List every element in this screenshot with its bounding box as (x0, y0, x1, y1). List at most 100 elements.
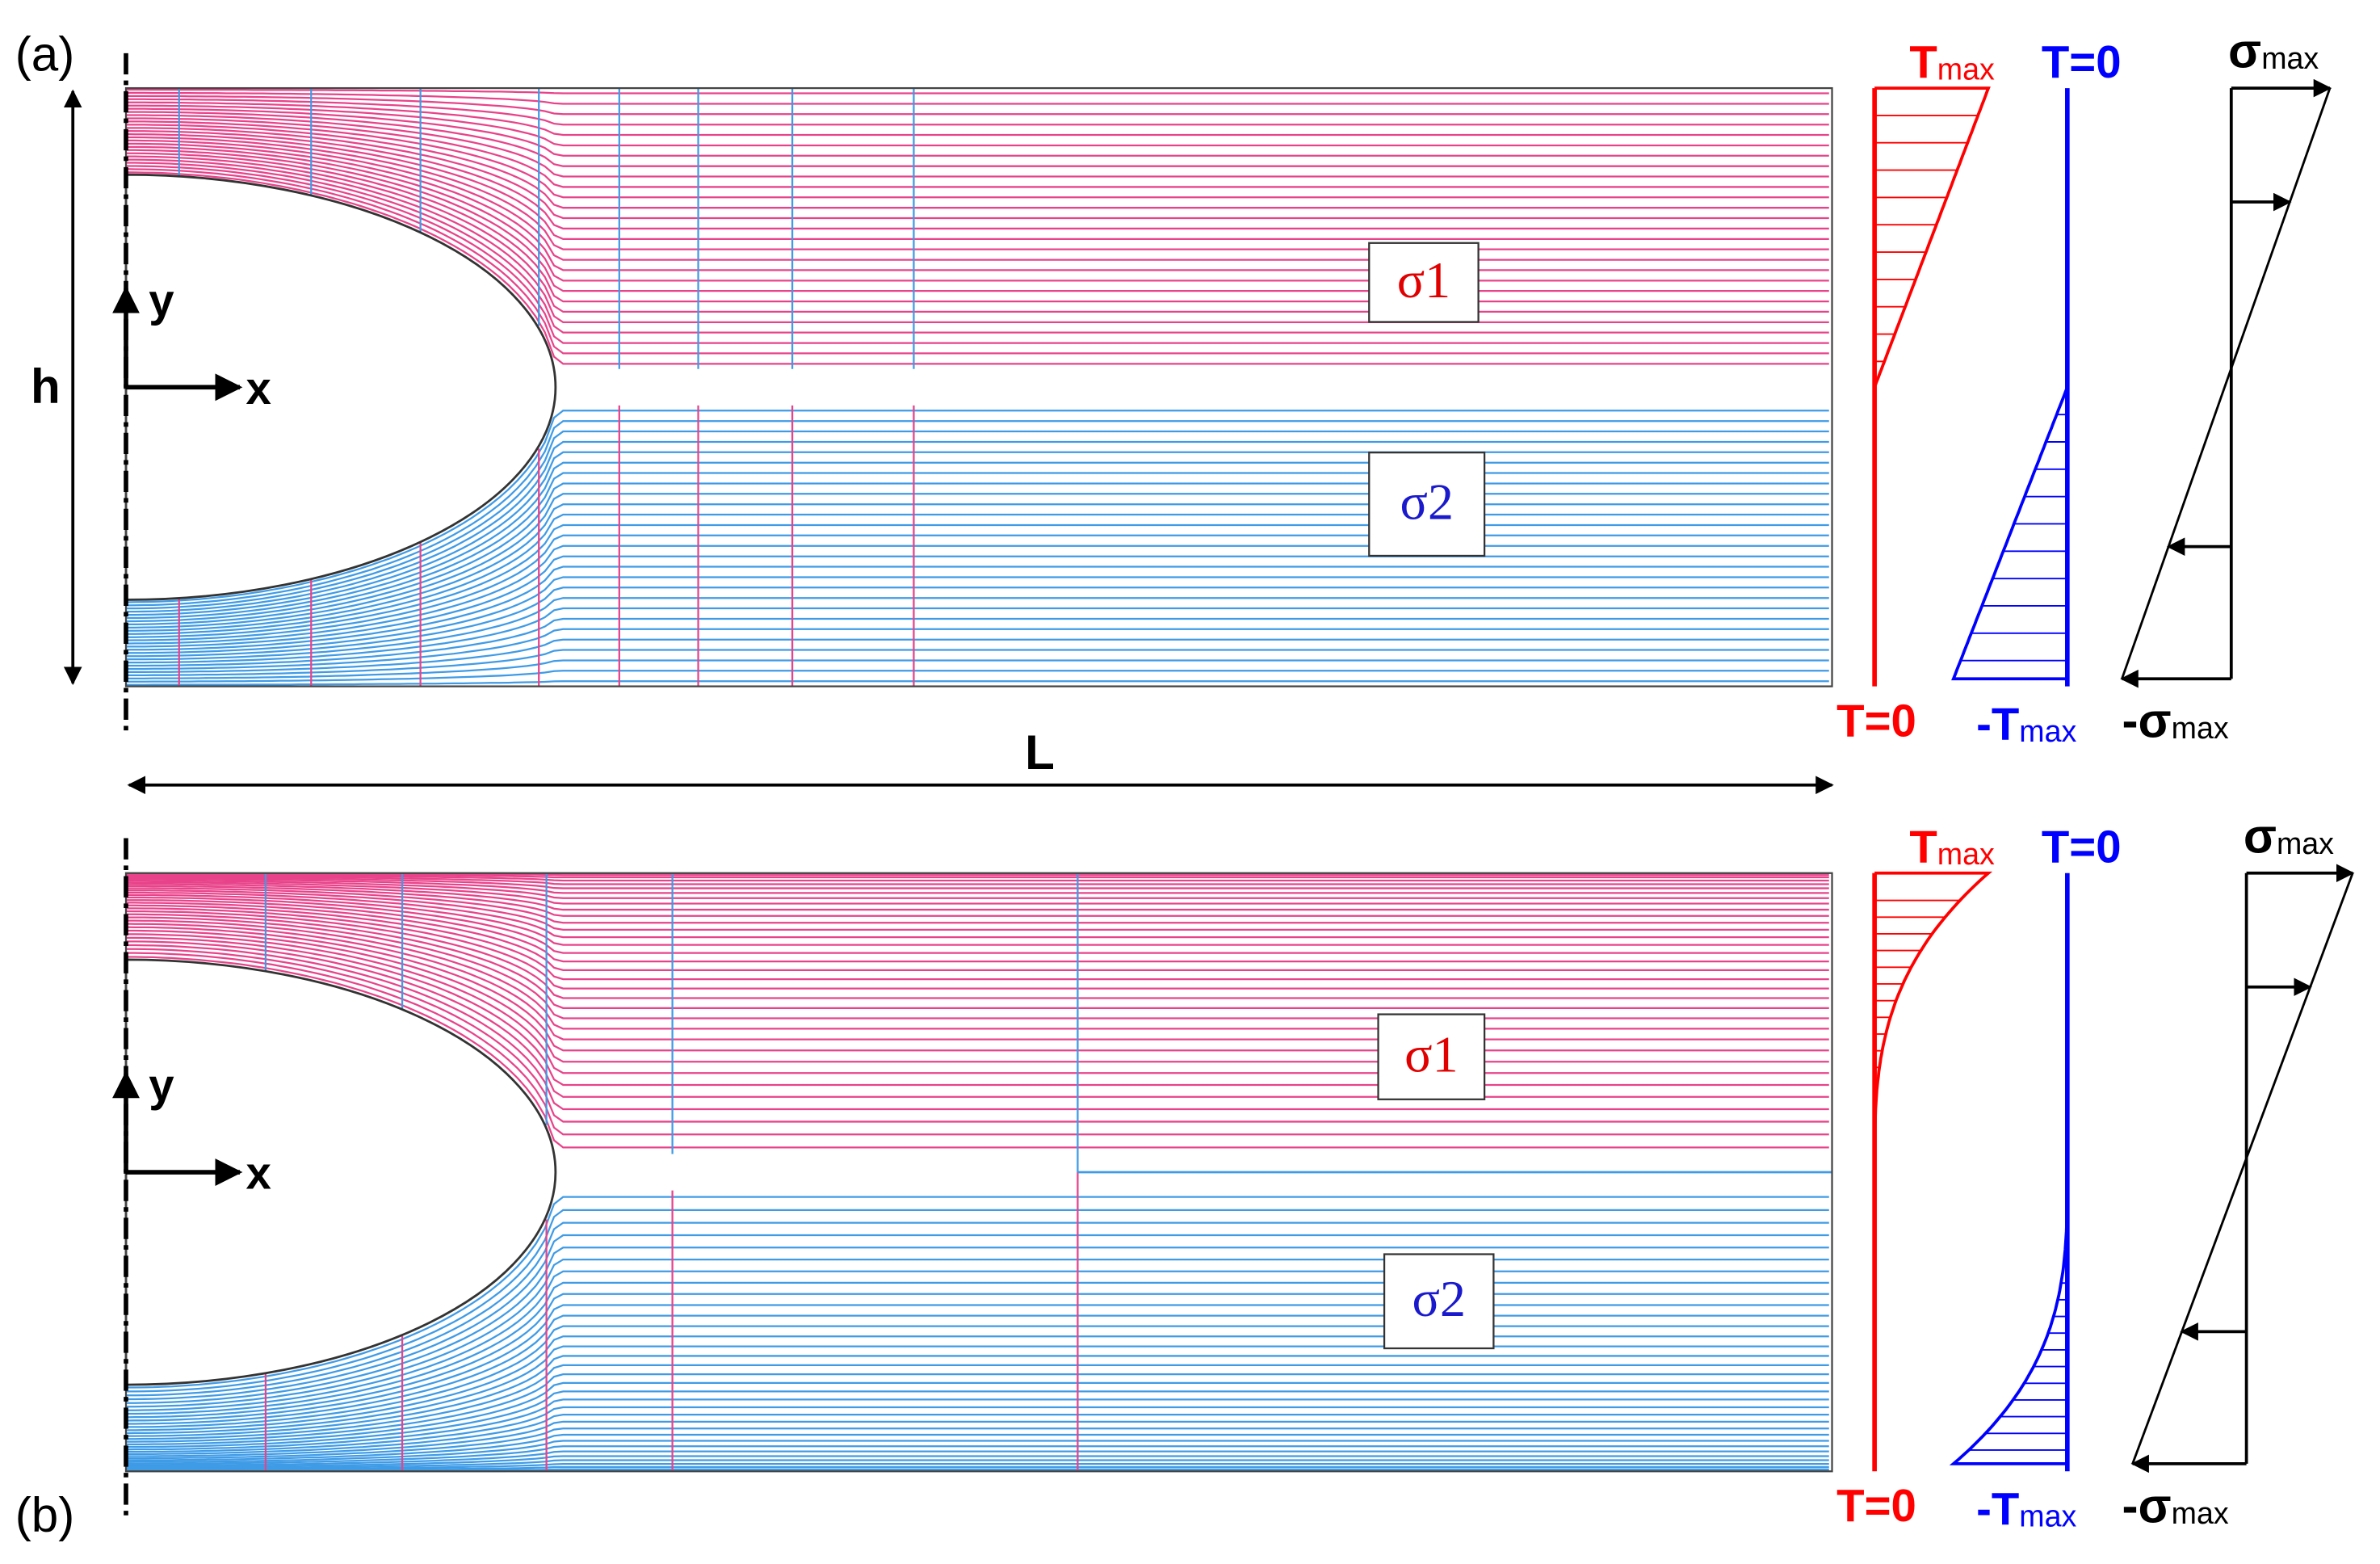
t-max-label-sub: max (1937, 52, 1995, 86)
streamline-lower (125, 607, 1829, 664)
streamline-lower (125, 1459, 1829, 1469)
length-label: L (1025, 725, 1055, 780)
region-box (1368, 452, 1486, 557)
axis-x-label: x (246, 1148, 271, 1199)
panel-label: (b) (15, 1487, 74, 1541)
streamline-lower (125, 1455, 1829, 1468)
streamline-upper (125, 114, 1829, 178)
streamline-upper (125, 874, 1829, 882)
height-label: h (31, 359, 61, 414)
region-label: σ2 (1400, 473, 1454, 530)
streamline-upper (125, 948, 1829, 1123)
region-label: σ1 (1397, 251, 1450, 309)
streamline-lower (125, 493, 1829, 629)
streamline-upper (125, 127, 1829, 220)
streamline-upper (125, 944, 1829, 1111)
streamline-lower (125, 1427, 1829, 1460)
sigma-max-label-sub: max (2277, 826, 2334, 860)
streamline-lower (125, 1209, 1829, 1393)
streamline-upper (125, 875, 1829, 885)
sigma-max-label: σmax (2244, 809, 2334, 863)
t-max-label: Tmax (1909, 36, 1995, 87)
streamline-lower (125, 1304, 1829, 1422)
streamline-upper (125, 885, 1829, 917)
streamline-lower (125, 1325, 1829, 1428)
streamline-upper (125, 919, 1829, 1030)
region-box (1377, 1013, 1486, 1100)
streamline-lower (125, 680, 1829, 686)
minus-sigma-max-label: -σmax (2122, 1478, 2228, 1532)
region-label: σ2 (1412, 1270, 1466, 1327)
hole (124, 958, 557, 1386)
streamline-lower (125, 1221, 1829, 1397)
streamline-lower (125, 1196, 1829, 1389)
streamline-upper (125, 98, 1829, 126)
temperature-profile (1873, 86, 1991, 388)
streamline-lower (125, 1440, 1829, 1463)
streamline-lower (125, 503, 1829, 632)
streamline-lower (125, 1414, 1829, 1455)
t-max-label-sub: max (1937, 837, 1995, 871)
minus-sigma-max-label-symbol: -σ (2122, 693, 2171, 747)
streamline-upper (125, 139, 1829, 261)
streamline-lower (125, 1465, 1829, 1471)
sigma-max-label-sub: max (2261, 41, 2319, 75)
streamline-upper (125, 923, 1829, 1041)
streamline-lower (125, 513, 1829, 635)
streamline-lower (125, 472, 1829, 623)
streamline-lower (125, 1335, 1829, 1432)
streamline-lower (125, 565, 1829, 651)
streamline-upper (125, 936, 1829, 1087)
minus-sigma-max-label-symbol: -σ (2122, 1478, 2171, 1532)
streamline-lower (125, 1293, 1829, 1419)
sigma-max-label: σmax (2228, 24, 2319, 78)
region-label: σ1 (1404, 1026, 1458, 1083)
streamline-upper (125, 952, 1829, 1136)
streamline-lower (125, 555, 1829, 648)
streamline-lower (125, 1450, 1829, 1466)
streamline-upper (125, 91, 1829, 105)
temperature-profile (1951, 386, 2069, 681)
streamline-lower (125, 1234, 1829, 1401)
streamline-lower (125, 1345, 1829, 1435)
streamline-lower (125, 1381, 1829, 1445)
streamline-upper (125, 926, 1829, 1052)
streamline-upper (125, 913, 1829, 1009)
streamline-lower (125, 1406, 1829, 1453)
streamline-lower (125, 649, 1829, 677)
streamline-lower (125, 597, 1829, 661)
streamline-lower (125, 1247, 1829, 1404)
axis-y-label: y (149, 1060, 174, 1111)
streamline-lower (125, 544, 1829, 645)
streamline-lower (125, 1462, 1829, 1470)
streamline-lower (125, 1355, 1829, 1437)
panel-label: (a) (15, 27, 74, 81)
streamline-upper (125, 940, 1829, 1098)
streamline-upper (125, 129, 1829, 230)
streamline-lower (125, 1445, 1829, 1465)
t-max-label-symbol: T (1909, 36, 1937, 87)
stress-line (2131, 872, 2354, 1465)
streamline-lower (125, 1398, 1829, 1451)
streamline-upper (125, 902, 1829, 971)
streamline-upper (125, 111, 1829, 167)
streamline-lower (125, 628, 1829, 671)
sigma-max-label-symbol: σ (2244, 809, 2277, 863)
streamline-upper (125, 104, 1829, 147)
streamline-upper (125, 907, 1829, 990)
streamline-lower (125, 1433, 1829, 1461)
streamline-upper (125, 899, 1829, 963)
t-zero-label: T=0 (2042, 821, 2122, 872)
streamline-upper (125, 158, 1829, 324)
streamline-upper (125, 165, 1829, 344)
streamline-upper (125, 877, 1829, 889)
streamline-lower (125, 482, 1829, 626)
streamline-lower (125, 1373, 1829, 1443)
streamline-upper (125, 933, 1829, 1074)
streamline-upper (125, 155, 1829, 313)
streamline-upper (125, 117, 1829, 188)
streamline-upper (125, 101, 1829, 137)
region-box (1383, 1253, 1495, 1350)
